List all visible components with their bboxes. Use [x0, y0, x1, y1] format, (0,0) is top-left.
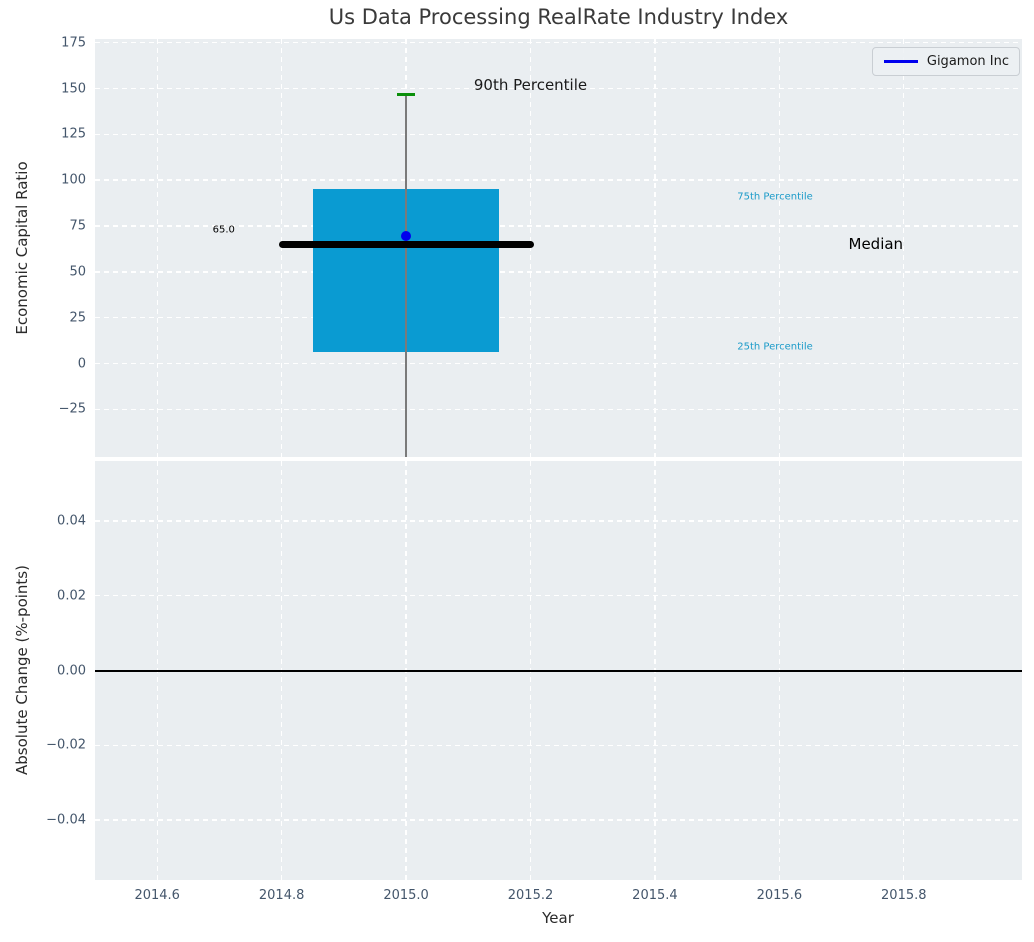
bottom-y-axis-label: Absolute Change (%-points) — [13, 565, 31, 775]
grid-line-h — [95, 133, 1022, 136]
whisker — [405, 94, 407, 457]
x-tick-label: 2015.2 — [507, 888, 554, 903]
grid-line-h — [95, 520, 1022, 522]
grid-line-v — [529, 39, 532, 457]
zero-line — [95, 669, 1022, 672]
legend-label: Gigamon Inc — [926, 54, 1009, 69]
annotation-median: Median — [848, 235, 904, 254]
grid-line-h — [95, 271, 1022, 273]
y-tick-label: 0 — [77, 356, 86, 371]
grid-line-h — [95, 408, 1022, 411]
grid-line-v — [156, 39, 158, 457]
grid-line-v — [903, 39, 905, 457]
grid-line-h — [95, 225, 1022, 227]
y-tick-label: 100 — [61, 172, 86, 188]
chart-title: Us Data Processing RealRate Industry Ind… — [328, 5, 789, 29]
percentile-cap-90 — [396, 92, 416, 96]
annotation-65-0: 65.0 — [212, 224, 235, 236]
x-tick-label: 2014.8 — [258, 888, 305, 903]
grid-line-h — [95, 594, 1022, 597]
y-tick-label: 50 — [69, 264, 86, 280]
y-tick-label: 25 — [69, 310, 86, 326]
grid-line-h — [95, 179, 1022, 181]
x-tick-label: 2015.4 — [632, 888, 678, 903]
top-plot-area — [95, 39, 1022, 457]
annotation-90th-percentile: 90th Percentile — [473, 75, 588, 94]
x-tick-label: 2015.0 — [383, 888, 429, 903]
top-y-axis-label: Economic Capital Ratio — [13, 161, 31, 335]
grid-line-h — [95, 744, 1022, 746]
y-tick-label: −0.02 — [46, 737, 86, 753]
y-tick-label: 0.00 — [57, 663, 86, 678]
y-tick-label: 75 — [69, 218, 86, 234]
legend: Gigamon Inc — [871, 47, 1020, 76]
y-tick-label: −0.04 — [46, 812, 86, 828]
legend-line-sample — [883, 60, 918, 63]
grid-line-h — [95, 87, 1022, 90]
grid-line-v — [778, 39, 781, 457]
annotation-75th-percentile: 75th Percentile — [737, 191, 813, 203]
grid-line-h — [95, 41, 1022, 44]
data-point-gigamon — [401, 231, 412, 242]
x-tick-label: 2014.6 — [134, 888, 180, 903]
y-tick-label: 125 — [61, 126, 86, 142]
y-tick-label: 150 — [61, 81, 86, 96]
x-axis-label: Year — [542, 909, 574, 927]
y-tick-label: 0.04 — [57, 513, 86, 529]
grid-line-h — [95, 316, 1022, 319]
y-tick-label: 0.02 — [57, 588, 86, 604]
y-tick-label: 175 — [61, 35, 86, 51]
grid-line-v — [654, 39, 656, 457]
annotation-25th-percentile: 25th Percentile — [737, 341, 813, 353]
grid-line-h — [95, 819, 1022, 821]
median-line — [278, 240, 534, 248]
grid-line-v — [280, 39, 283, 457]
grid-line-h — [95, 362, 1022, 365]
x-tick-label: 2015.6 — [756, 888, 803, 903]
y-tick-label: −25 — [58, 401, 86, 417]
x-tick-label: 2015.8 — [881, 888, 927, 903]
